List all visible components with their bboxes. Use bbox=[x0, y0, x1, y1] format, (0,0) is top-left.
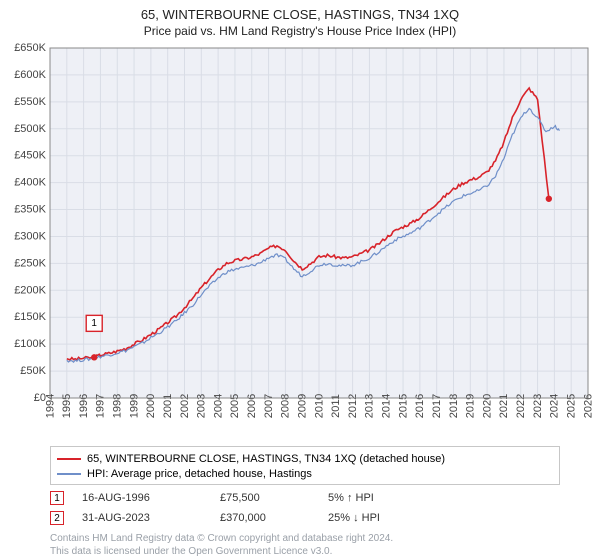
svg-text:1996: 1996 bbox=[78, 393, 90, 417]
legend-swatch bbox=[57, 458, 81, 460]
legend-item: 65, WINTERBOURNE CLOSE, HASTINGS, TN34 1… bbox=[57, 451, 553, 466]
svg-text:2004: 2004 bbox=[212, 393, 224, 417]
svg-text:2018: 2018 bbox=[448, 393, 460, 417]
legend-label: 65, WINTERBOURNE CLOSE, HASTINGS, TN34 1… bbox=[87, 453, 445, 465]
svg-text:£300K: £300K bbox=[14, 230, 46, 242]
sale-price: £75,500 bbox=[220, 492, 310, 504]
sale-row: 1 16-AUG-1996 £75,500 5% ↑ HPI bbox=[50, 488, 560, 508]
svg-text:£400K: £400K bbox=[14, 176, 46, 188]
svg-text:2000: 2000 bbox=[145, 393, 157, 417]
footer-line1: Contains HM Land Registry data © Crown c… bbox=[50, 532, 560, 545]
legend-label: HPI: Average price, detached house, Hast… bbox=[87, 468, 312, 480]
sale-date: 16-AUG-1996 bbox=[82, 492, 202, 504]
svg-text:2024: 2024 bbox=[549, 393, 561, 417]
svg-text:1998: 1998 bbox=[112, 393, 124, 417]
svg-text:2014: 2014 bbox=[381, 393, 393, 417]
svg-text:2003: 2003 bbox=[196, 393, 208, 417]
svg-text:2025: 2025 bbox=[565, 393, 577, 417]
sale-price: £370,000 bbox=[220, 512, 310, 524]
svg-text:2013: 2013 bbox=[364, 393, 376, 417]
legend: 65, WINTERBOURNE CLOSE, HASTINGS, TN34 1… bbox=[50, 446, 560, 485]
line-chart: £0£50K£100K£150K£200K£250K£300K£350K£400… bbox=[0, 42, 600, 442]
sale-marker: 2 bbox=[50, 511, 64, 525]
svg-text:2002: 2002 bbox=[179, 393, 191, 417]
svg-text:2023: 2023 bbox=[532, 393, 544, 417]
chart-title: 65, WINTERBOURNE CLOSE, HASTINGS, TN34 1… bbox=[0, 0, 600, 24]
legend-item: HPI: Average price, detached house, Hast… bbox=[57, 466, 553, 481]
svg-text:2001: 2001 bbox=[162, 393, 174, 417]
svg-text:2009: 2009 bbox=[296, 393, 308, 417]
svg-text:2022: 2022 bbox=[515, 393, 527, 417]
sale-marker: 1 bbox=[50, 491, 64, 505]
sale-pct: 5% ↑ HPI bbox=[328, 492, 438, 504]
svg-text:2012: 2012 bbox=[347, 393, 359, 417]
footer-text: Contains HM Land Registry data © Crown c… bbox=[50, 532, 560, 558]
svg-text:1: 1 bbox=[91, 317, 97, 328]
svg-text:£650K: £650K bbox=[14, 42, 46, 54]
svg-text:£450K: £450K bbox=[14, 149, 46, 161]
chart-subtitle: Price paid vs. HM Land Registry's House … bbox=[0, 24, 600, 42]
svg-text:£200K: £200K bbox=[14, 284, 46, 296]
svg-text:£50K: £50K bbox=[20, 365, 46, 377]
svg-text:2017: 2017 bbox=[431, 393, 443, 417]
svg-text:£600K: £600K bbox=[14, 68, 46, 80]
svg-text:£350K: £350K bbox=[14, 203, 46, 215]
svg-text:£150K: £150K bbox=[14, 311, 46, 323]
svg-text:2010: 2010 bbox=[313, 393, 325, 417]
svg-text:2020: 2020 bbox=[481, 393, 493, 417]
svg-text:2019: 2019 bbox=[465, 393, 477, 417]
footer-line2: This data is licensed under the Open Gov… bbox=[50, 545, 560, 558]
svg-text:2006: 2006 bbox=[246, 393, 258, 417]
svg-text:£550K: £550K bbox=[14, 95, 46, 107]
svg-text:2021: 2021 bbox=[498, 393, 510, 417]
svg-text:1999: 1999 bbox=[128, 393, 140, 417]
svg-text:£100K: £100K bbox=[14, 338, 46, 350]
svg-text:2005: 2005 bbox=[229, 393, 241, 417]
svg-text:2015: 2015 bbox=[397, 393, 409, 417]
svg-text:2016: 2016 bbox=[414, 393, 426, 417]
svg-text:1997: 1997 bbox=[95, 393, 107, 417]
sale-pct: 25% ↓ HPI bbox=[328, 512, 438, 524]
chart-container: 65, WINTERBOURNE CLOSE, HASTINGS, TN34 1… bbox=[0, 0, 600, 560]
svg-text:£500K: £500K bbox=[14, 122, 46, 134]
svg-text:2008: 2008 bbox=[280, 393, 292, 417]
svg-text:£250K: £250K bbox=[14, 257, 46, 269]
svg-text:2007: 2007 bbox=[263, 393, 275, 417]
sale-date: 31-AUG-2023 bbox=[82, 512, 202, 524]
svg-text:1995: 1995 bbox=[61, 393, 73, 417]
legend-swatch bbox=[57, 473, 81, 475]
sales-table: 1 16-AUG-1996 £75,500 5% ↑ HPI 2 31-AUG-2023 £… bbox=[50, 488, 560, 528]
sale-row: 2 31-AUG-2023 £370,000 25% ↓ HPI bbox=[50, 508, 560, 528]
